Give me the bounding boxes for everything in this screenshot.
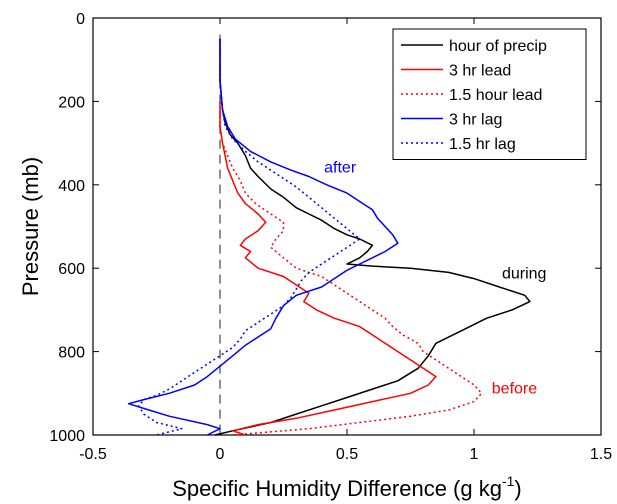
axis-labels: Specific Humidity Difference (g kg-1) Pr…: [18, 157, 522, 501]
legend-label: 1.5 hour lead: [449, 87, 542, 104]
x-tick-label: 1.5: [590, 446, 612, 463]
y-tick-label: 800: [58, 345, 85, 362]
y-tick-label: 1000: [49, 428, 85, 445]
series-line-5: [137, 38, 361, 436]
series-line-1: [214, 38, 531, 436]
series-line-2: [219, 101, 437, 436]
annotation-during: during: [502, 266, 546, 283]
legend-label: hour of precip: [449, 38, 547, 55]
x-axis-label-main: Specific Humidity Difference (g kg: [172, 476, 502, 501]
annotation-after: after: [324, 159, 357, 176]
axes: -0.5 0 0.5 1 1.5 0 200 400 600 800 1000: [49, 11, 612, 463]
x-tick-label: 0: [216, 446, 225, 463]
x-axis-label-close: ): [514, 476, 521, 501]
annotations: after during before: [324, 159, 546, 397]
x-tick-label: -0.5: [79, 446, 107, 463]
y-tick-label: 600: [58, 261, 85, 278]
series-line-3: [219, 101, 483, 436]
x-tick-label: 1: [470, 446, 479, 463]
legend-label: 3 hr lead: [449, 63, 511, 80]
legend-label: 1.5 hr lag: [449, 136, 516, 153]
legend-label: 3 hr lag: [449, 112, 502, 129]
legend: hour of precip 3 hr lead 1.5 hour lead 3 hr…: [392, 28, 587, 160]
series-lines: [127, 38, 531, 436]
x-axis-label-exponent: -1: [502, 473, 515, 489]
legend-box: [392, 28, 587, 160]
x-tick-label: 0.5: [336, 446, 358, 463]
annotation-before: before: [492, 380, 537, 397]
x-axis-label: Specific Humidity Difference (g kg-1): [172, 473, 522, 501]
y-tick-label: 0: [76, 11, 85, 28]
y-axis-label: Pressure (mb): [18, 157, 43, 296]
series-line-4: [127, 38, 399, 436]
y-tick-label: 200: [58, 94, 85, 111]
y-tick-label: 400: [58, 178, 85, 195]
